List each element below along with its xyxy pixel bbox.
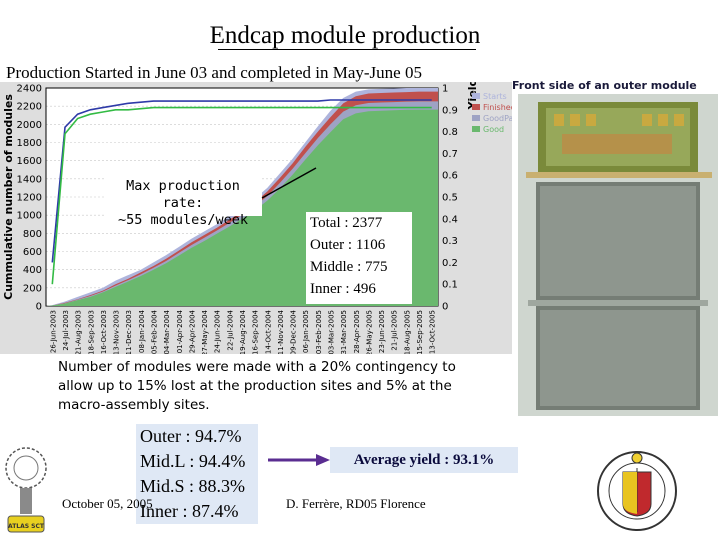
y2-tick-label-7: 0.7 bbox=[442, 149, 458, 160]
contingency-note: Number of modules were made with a 20% c… bbox=[58, 359, 456, 413]
atlas-logo-text: ATLAS SCT bbox=[8, 523, 45, 530]
yield-line-1 bbox=[51, 106, 432, 285]
totals-inner: Inner : 496 bbox=[310, 281, 376, 297]
yield-mid-s: Mid.S : 88.3% bbox=[140, 476, 246, 496]
x-tick-label-3: 18-Sep-2003 bbox=[87, 310, 95, 354]
title-underline bbox=[218, 49, 476, 50]
y-tick-label-10: 2000 bbox=[17, 120, 42, 131]
y2-tick-label-1: 0.1 bbox=[442, 280, 458, 291]
x-tick-label-19: 09-Dec-2004 bbox=[290, 309, 298, 354]
module-photo bbox=[518, 94, 718, 416]
legend-swatch-0 bbox=[472, 93, 480, 99]
y-tick-label-9: 1800 bbox=[17, 138, 42, 149]
arrow-icon bbox=[268, 454, 330, 466]
legend-swatch-3 bbox=[472, 126, 480, 132]
x-tick-label-24: 28-Apr-2005 bbox=[353, 310, 361, 353]
y-tick-label-5: 1000 bbox=[17, 211, 42, 222]
x-tick-label-4: 16-Oct-2003 bbox=[100, 310, 108, 354]
y-tick-label-0: 0 bbox=[36, 302, 42, 313]
atlas-logo: ATLAS SCT bbox=[5, 447, 47, 533]
legend-swatch-1 bbox=[472, 104, 480, 110]
legend-label-3: Good bbox=[483, 125, 504, 134]
callout-pointer-line bbox=[261, 167, 317, 199]
geneva-seal-logo bbox=[597, 451, 677, 531]
y-tick-label-2: 400 bbox=[23, 265, 42, 276]
totals-box: Total : 2377 Outer : 1106 Middle : 775 I… bbox=[306, 212, 412, 304]
y-axis-label: Cummulative number of modules bbox=[2, 94, 15, 300]
footer-date: October 05, 2005 bbox=[62, 496, 153, 511]
yield-mid-l: Mid.L : 94.4% bbox=[140, 451, 246, 471]
legend-label-1: Finished bbox=[483, 103, 512, 112]
x-tick-label-5: 13-Nov-2003 bbox=[113, 310, 121, 354]
y-tick-label-3: 600 bbox=[23, 247, 42, 258]
x-tick-label-25: 26-May-2005 bbox=[365, 310, 373, 354]
y-tick-label-11: 2200 bbox=[17, 102, 42, 113]
x-tick-label-23: 31-Mar-2005 bbox=[340, 310, 348, 354]
x-tick-label-15: 19-Aug-2004 bbox=[239, 309, 247, 354]
x-tick-label-14: 22-Jul-2004 bbox=[226, 309, 234, 350]
y2-tick-label-8: 0.8 bbox=[442, 127, 458, 138]
y-tick-label-6: 1200 bbox=[17, 193, 42, 204]
yield-outer: Outer : 94.7% bbox=[140, 426, 242, 446]
photo-caption: Front side of an outer module bbox=[512, 79, 697, 92]
y-tick-label-12: 2400 bbox=[17, 84, 42, 95]
x-tick-label-0: 26-Jun-2003 bbox=[49, 310, 57, 353]
legend-swatch-2 bbox=[472, 115, 480, 121]
yield-inner: Inner : 87.4% bbox=[140, 501, 239, 521]
x-tick-label-21: 03-Feb-2005 bbox=[315, 310, 323, 354]
y-tick-label-7: 1400 bbox=[17, 174, 42, 185]
x-tick-label-26: 23-Jun-2005 bbox=[378, 310, 386, 353]
x-tick-label-16: 16-Sep-2004 bbox=[252, 309, 260, 354]
max-rate-callout: Max production rate: ~55 modules/week bbox=[104, 178, 262, 228]
y2-tick-label-2: 0.2 bbox=[442, 258, 458, 269]
x-tick-label-1: 24-Jul-2003 bbox=[62, 310, 70, 351]
x-tick-label-10: 01-Apr-2004 bbox=[176, 309, 184, 353]
x-tick-label-20: 06-Jan-2005 bbox=[302, 310, 310, 353]
x-tick-label-27: 21-Jul-2005 bbox=[391, 310, 399, 351]
y2-tick-label-0: 0 bbox=[442, 302, 448, 313]
y-tick-label-4: 800 bbox=[23, 229, 42, 240]
x-tick-label-11: 29-Apr-2004 bbox=[188, 309, 196, 353]
totals-total: Total : 2377 bbox=[310, 215, 383, 231]
x-tick-label-12: 27-May-2004 bbox=[201, 309, 209, 354]
legend-label-2: GoodPass bbox=[483, 114, 512, 123]
max-rate-line2: ~55 modules/week bbox=[117, 212, 249, 228]
x-tick-label-9: 04-Mar-2004 bbox=[163, 309, 171, 354]
x-tick-label-13: 24-Jun-2004 bbox=[214, 309, 222, 353]
max-rate-line1: Max production rate: bbox=[126, 178, 240, 211]
x-tick-label-29: 15-Sep-2005 bbox=[416, 310, 424, 354]
x-tick-label-6: 11-Dec-2003 bbox=[125, 310, 133, 354]
y-tick-label-8: 1600 bbox=[17, 156, 42, 167]
slide-title: Endcap module production bbox=[209, 22, 481, 49]
yield-line-0 bbox=[51, 99, 432, 263]
legend-label-0: Starts bbox=[483, 92, 507, 101]
footer-author: D. Ferrère, RD05 Florence bbox=[286, 496, 426, 511]
x-tick-label-2: 21-Aug-2003 bbox=[75, 310, 83, 354]
x-tick-label-22: 03-Mar-2005 bbox=[328, 310, 336, 354]
x-tick-label-30: 13-Oct-2005 bbox=[429, 310, 437, 354]
x-tick-label-18: 11-Nov-2004 bbox=[277, 309, 285, 354]
y-tick-label-1: 200 bbox=[23, 283, 42, 294]
y2-tick-label-3: 0.3 bbox=[442, 236, 458, 247]
y2-tick-label-5: 0.5 bbox=[442, 193, 458, 204]
y2-tick-label-9: 0.9 bbox=[442, 105, 458, 116]
y2-tick-label-6: 0.6 bbox=[442, 171, 458, 182]
x-tick-label-17: 14-Oct-2004 bbox=[264, 309, 272, 354]
y2-tick-label-4: 0.4 bbox=[442, 214, 458, 225]
x-tick-label-7: 08-Jan-2004 bbox=[138, 309, 146, 353]
average-yield: Average yield : 93.1% bbox=[330, 447, 518, 473]
x-tick-label-8: 05-Feb-2004 bbox=[150, 309, 158, 354]
totals-outer: Outer : 1106 bbox=[310, 237, 386, 253]
slide-subtitle: Production Started in June 03 and comple… bbox=[6, 63, 422, 82]
y2-tick-label-10: 1 bbox=[442, 84, 448, 95]
x-tick-label-28: 18-Aug-2005 bbox=[403, 310, 411, 354]
module-photo-drawing bbox=[518, 94, 718, 416]
yields-box: Outer : 94.7% Mid.L : 94.4% Mid.S : 88.3… bbox=[136, 424, 258, 524]
totals-middle: Middle : 775 bbox=[310, 259, 388, 275]
